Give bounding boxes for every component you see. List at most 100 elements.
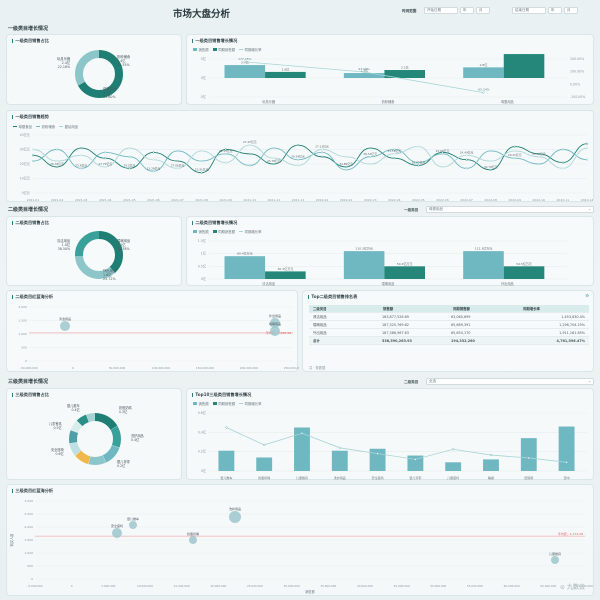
bar-sales[interactable]: [256, 457, 273, 471]
end-year-select[interactable]: 年: [548, 7, 562, 14]
bar-sales[interactable]: [483, 459, 499, 471]
section3-category-select[interactable]: 全选 ⌄: [426, 378, 594, 385]
bar-sales[interactable]: [445, 462, 462, 471]
bar-sales[interactable]: [343, 251, 385, 279]
rate-point[interactable]: [452, 448, 455, 451]
bar-sales[interactable]: [369, 448, 386, 471]
bar-sales[interactable]: [463, 67, 504, 78]
bar-prev-sales[interactable]: [265, 271, 306, 279]
trend-point[interactable]: [369, 155, 372, 158]
trend-point[interactable]: [393, 148, 396, 151]
trend-point[interactable]: [321, 151, 324, 154]
donut-segment[interactable]: [69, 413, 121, 465]
trend-point[interactable]: [465, 158, 468, 161]
bar-sales[interactable]: [407, 455, 424, 471]
bar-prev-sales[interactable]: [503, 54, 545, 78]
trend-point[interactable]: [56, 148, 59, 151]
month-select[interactable]: 月: [476, 7, 490, 14]
trend-point[interactable]: [176, 167, 179, 170]
trend-point[interactable]: [537, 152, 540, 155]
bar-prev-sales[interactable]: [265, 71, 306, 78]
bar-prev-sales[interactable]: [503, 266, 545, 279]
rate-point[interactable]: [414, 458, 417, 461]
trend-point[interactable]: [393, 157, 396, 160]
rate-point[interactable]: [565, 461, 568, 464]
scatter-point[interactable]: [270, 326, 280, 336]
table-row[interactable]: 外出用品 187,386,967.63 65,650,170 1,911,161…: [309, 329, 589, 337]
trend-point[interactable]: [417, 145, 420, 148]
donut-segment[interactable]: [69, 413, 121, 465]
trend-point[interactable]: [224, 148, 227, 151]
rate-point[interactable]: [300, 432, 304, 435]
trend-point[interactable]: [104, 157, 107, 160]
trend-point[interactable]: [561, 167, 564, 170]
bar-sales[interactable]: [224, 65, 266, 78]
bar-prev-sales[interactable]: [384, 70, 425, 78]
trend-point[interactable]: [56, 160, 59, 163]
trend-point[interactable]: [296, 164, 299, 167]
end-month-select[interactable]: 月: [564, 7, 578, 14]
end-date-input[interactable]: 结束日期: [512, 7, 546, 14]
trend-point[interactable]: [321, 148, 324, 151]
scatter-point[interactable]: [129, 521, 137, 529]
trend-point[interactable]: [152, 158, 155, 161]
trend-point[interactable]: [417, 164, 420, 167]
trend-point[interactable]: [489, 149, 492, 152]
rate-point[interactable]: [243, 60, 246, 64]
trend-point[interactable]: [80, 147, 83, 150]
trend-point[interactable]: [441, 152, 444, 155]
trend-point[interactable]: [272, 147, 275, 150]
trend-point[interactable]: [224, 152, 227, 155]
trend-point[interactable]: [561, 148, 564, 151]
trend-point[interactable]: [128, 147, 131, 150]
trend-point[interactable]: [345, 155, 348, 158]
trend-point[interactable]: [393, 152, 396, 155]
trend-point[interactable]: [489, 160, 492, 163]
trend-point[interactable]: [224, 161, 227, 164]
section2-category-select[interactable]: 母婴用品 ⌄: [426, 206, 594, 213]
scatter-point[interactable]: [551, 556, 559, 564]
trend-point[interactable]: [513, 145, 516, 148]
table-row[interactable]: 喂哺用品 187,325,769.62 65,689,391 1,296,704…: [309, 321, 589, 329]
trend-point[interactable]: [152, 170, 155, 173]
trend-point[interactable]: [80, 167, 83, 170]
trend-point[interactable]: [176, 149, 179, 152]
rate-point[interactable]: [338, 446, 341, 449]
trend-point[interactable]: [489, 168, 492, 171]
year-select[interactable]: 年: [460, 7, 474, 14]
bar-sales[interactable]: [218, 450, 235, 471]
bar-sales[interactable]: [463, 251, 504, 279]
bar-sales[interactable]: [224, 256, 266, 279]
trend-point[interactable]: [32, 154, 35, 157]
bar-sales[interactable]: [343, 73, 385, 78]
trend-point[interactable]: [176, 160, 179, 163]
trend-point[interactable]: [128, 167, 131, 170]
trend-point[interactable]: [272, 157, 275, 160]
trend-point[interactable]: [586, 158, 589, 161]
rate-point[interactable]: [527, 456, 530, 460]
scatter-point[interactable]: [270, 318, 280, 328]
trend-point[interactable]: [369, 147, 372, 150]
bar-sales[interactable]: [331, 450, 348, 471]
trend-point[interactable]: [248, 164, 251, 167]
trend-point[interactable]: [321, 155, 324, 158]
trend-point[interactable]: [296, 144, 299, 147]
scatter-point[interactable]: [189, 536, 197, 544]
trend-point[interactable]: [200, 160, 203, 163]
trend-point[interactable]: [441, 165, 444, 168]
scatter-point[interactable]: [112, 528, 122, 538]
trend-point[interactable]: [200, 149, 203, 152]
trend-point[interactable]: [345, 165, 348, 168]
trend-point[interactable]: [104, 151, 107, 154]
trend-point[interactable]: [32, 148, 35, 151]
rate-point[interactable]: [263, 443, 266, 447]
bar-sales[interactable]: [294, 427, 310, 472]
rate-point[interactable]: [225, 426, 228, 429]
trend-point[interactable]: [537, 163, 540, 166]
bar-sales[interactable]: [558, 426, 575, 471]
rate-point[interactable]: [489, 453, 493, 457]
trend-point[interactable]: [104, 165, 107, 168]
trend-point[interactable]: [513, 149, 516, 152]
trend-point[interactable]: [32, 160, 35, 163]
rate-point[interactable]: [362, 70, 366, 74]
